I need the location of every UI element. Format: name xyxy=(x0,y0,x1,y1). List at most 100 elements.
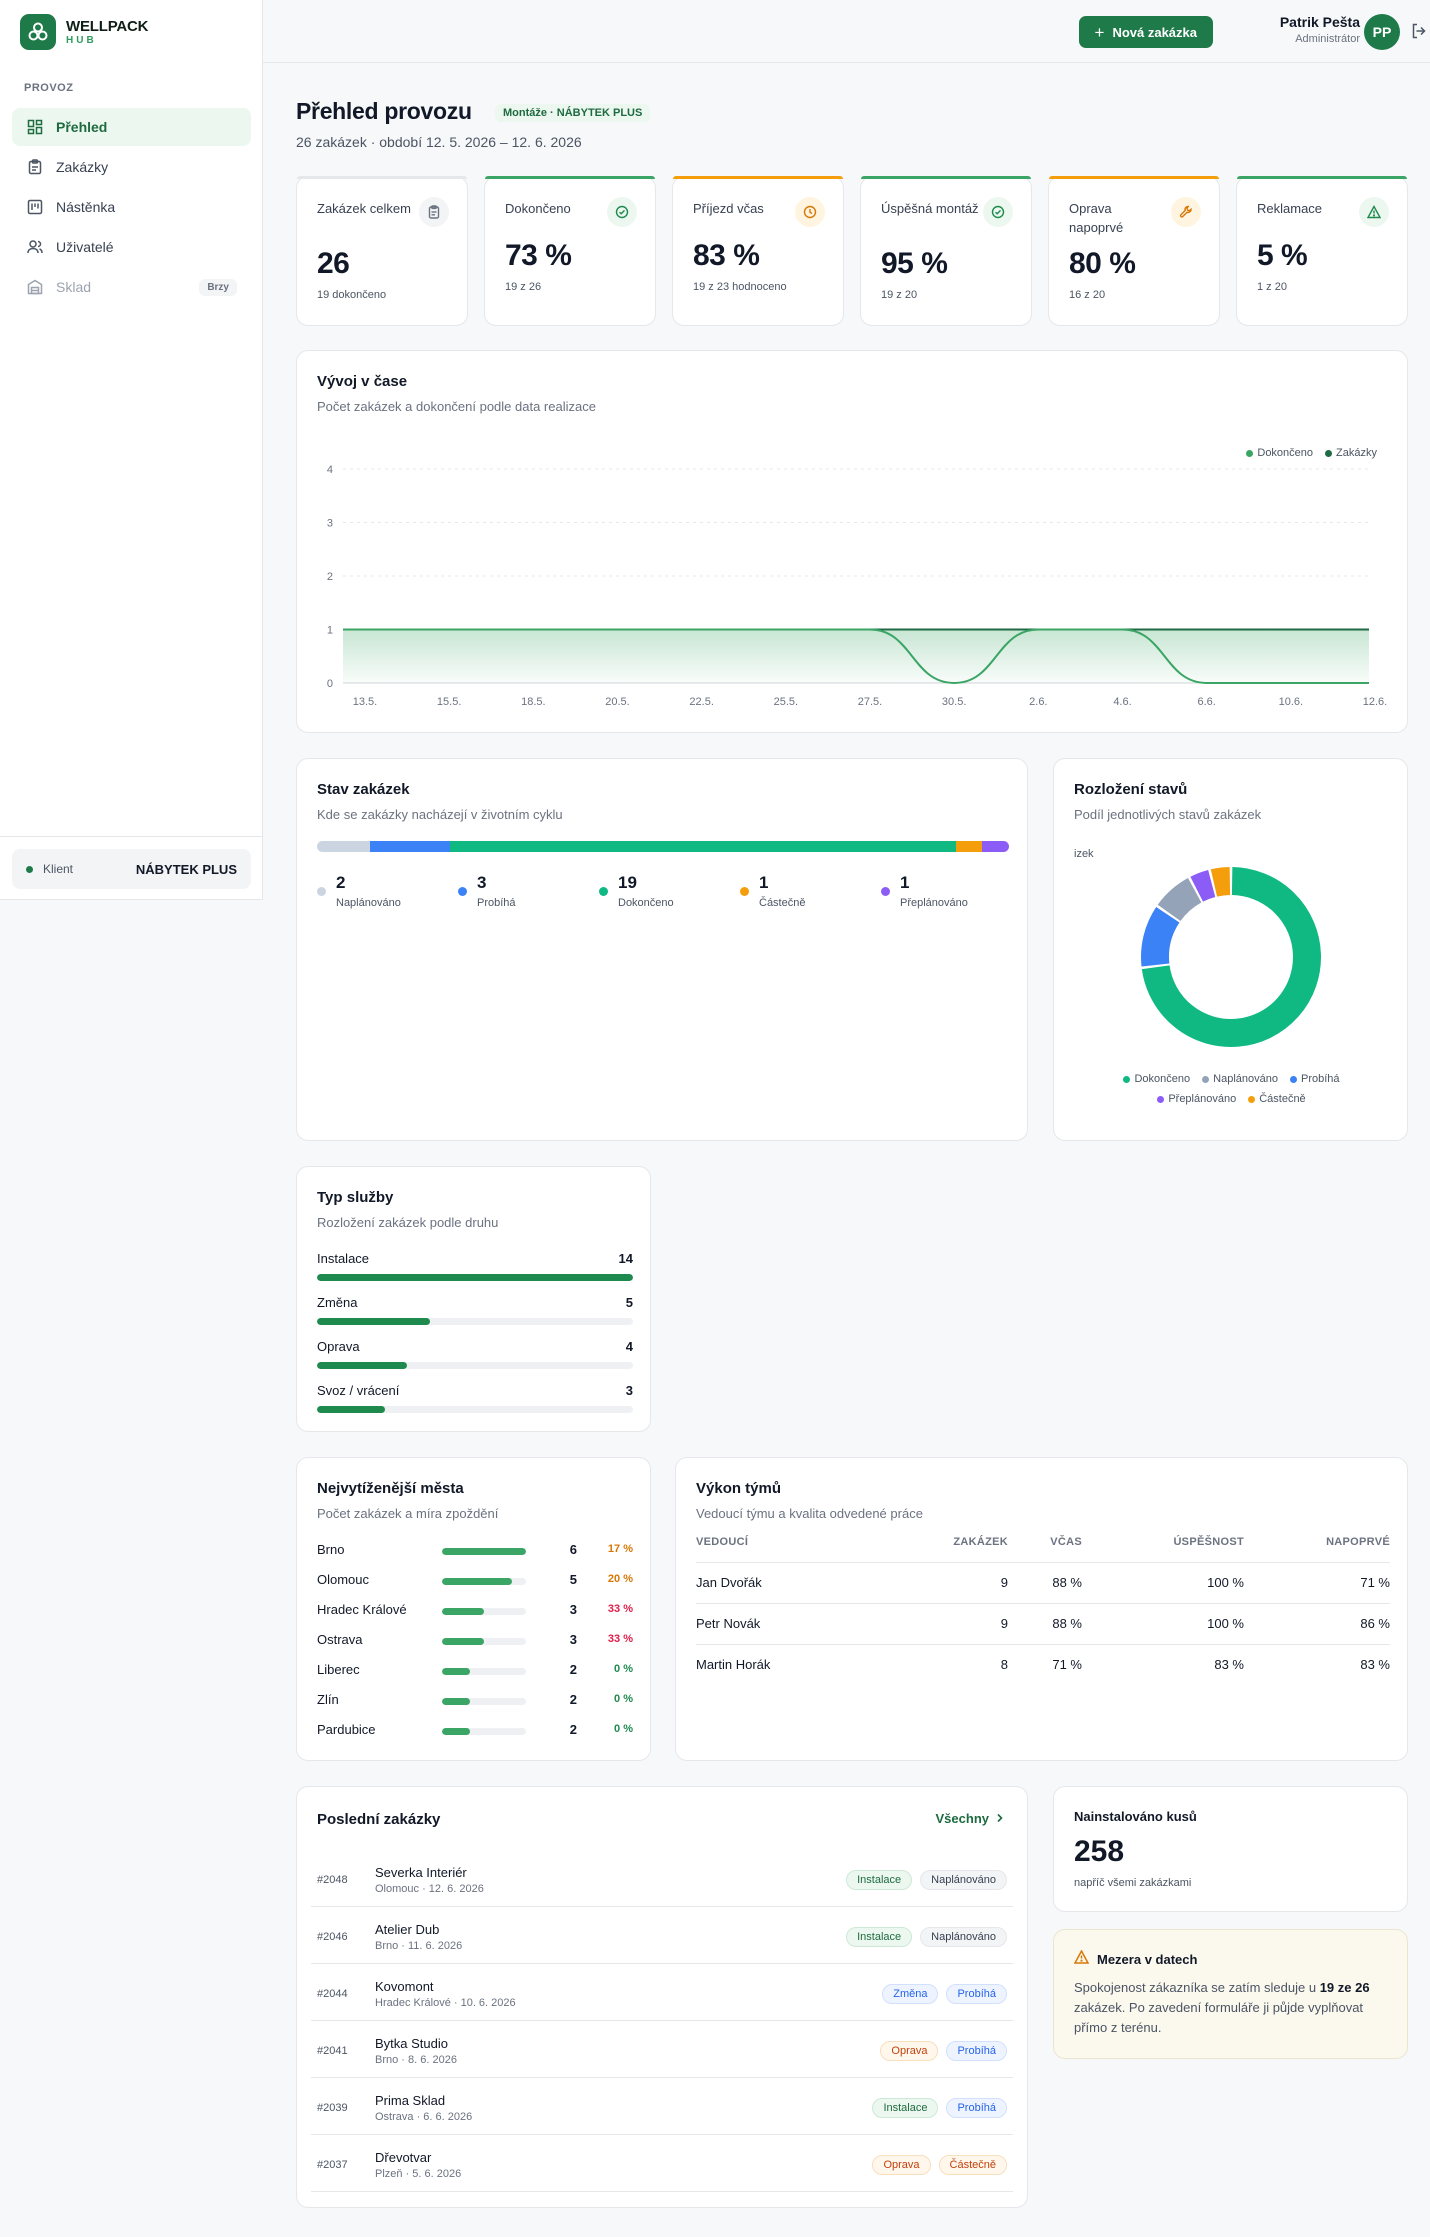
city-fill xyxy=(442,1608,484,1615)
stav-bar-segment[interactable] xyxy=(370,841,451,852)
order-row[interactable]: #2039 Prima Sklad Ostrava · 6. 6. 2026 Inst… xyxy=(311,2083,1013,2135)
kpi-card[interactable]: Úspěšná montáž 95 % 19 z 20 xyxy=(860,176,1032,326)
donut-slice[interactable] xyxy=(1141,867,1321,1047)
kpi-value: 80 % xyxy=(1069,247,1136,280)
order-badges: Instalace Naplánováno xyxy=(846,1927,1007,1947)
new-order-button[interactable]: + Nová zakázka xyxy=(1078,16,1213,48)
donut-slice[interactable] xyxy=(1141,906,1180,967)
col-napoprve[interactable]: NAPOPRVÉ xyxy=(1244,1536,1390,1563)
user-info[interactable]: Patrik Pešta Administrátor xyxy=(1280,14,1360,45)
typ-fill xyxy=(317,1274,633,1281)
col-zakazek[interactable]: ZAKÁZEK xyxy=(868,1536,1008,1563)
series-area-zakazky xyxy=(343,629,1369,683)
team-cell: Martin Horák xyxy=(696,1657,771,1673)
team-row[interactable]: Petr Novák 9 88 % 100 % 86 % xyxy=(696,1603,1390,1645)
sidebar-item-uzivatele[interactable]: Uživatelé xyxy=(12,228,251,266)
city-name: Olomouc xyxy=(317,1572,370,1587)
kpi-card[interactable]: Oprava napoprvé 80 % 16 z 20 xyxy=(1048,176,1220,326)
col-vcas[interactable]: VČAS xyxy=(1008,1536,1082,1563)
status-badge: Naplánováno xyxy=(920,1870,1007,1890)
data-gap-title: Mezera v datech xyxy=(1097,1952,1198,1967)
kpi-label: Oprava napoprvé xyxy=(1069,201,1124,235)
tymy-card: Výkon týmů Vedoucí týmu a kvalita odvede… xyxy=(675,1457,1408,1761)
city-track xyxy=(442,1548,526,1555)
x-tick-label: 20.5. xyxy=(605,696,629,708)
order-row[interactable]: #2044 Kovomont Hradec Králové · 10. 6. 202… xyxy=(311,1969,1013,2021)
typ-card: Typ služby Rozložení zakázek podle druhu… xyxy=(296,1166,651,1432)
service-type-badge: Oprava xyxy=(872,2155,931,2175)
typ-label: Svoz / vrácení xyxy=(317,1383,400,1398)
team-cell: Jan Dvořák xyxy=(696,1562,868,1604)
typ-label: Změna xyxy=(317,1295,358,1310)
users-icon xyxy=(26,238,44,256)
logout-icon[interactable] xyxy=(1410,22,1430,42)
donut-legend-item: Probíhá xyxy=(1289,1073,1340,1085)
col-vedouci[interactable]: VEDOUCÍ xyxy=(696,1536,868,1563)
sidebar-item-prehled[interactable]: Přehled xyxy=(12,108,251,146)
client-selector[interactable]: Klient NÁBYTEK PLUS xyxy=(12,849,251,889)
dashboard-icon xyxy=(26,118,44,136)
order-row[interactable]: #2037 Dřevotvar Plzeň · 5. 6. 2026 Oprava Čá… xyxy=(311,2140,1013,2192)
stav-bar-segment[interactable] xyxy=(982,841,1009,852)
kpi-card[interactable]: Příjezd včas 83 % 19 z 23 hodnoceno xyxy=(672,176,844,326)
clipboard-icon xyxy=(26,158,44,176)
donut-slice[interactable] xyxy=(1157,877,1202,922)
service-type-badge: Oprava xyxy=(880,2041,939,2061)
order-row[interactable]: #2046 Atelier Dub Brno · 11. 6. 2026 Instal… xyxy=(311,1912,1013,1964)
logo[interactable]: WELLPACK HUB xyxy=(20,14,148,50)
order-meta: Brno · 8. 6. 2026 xyxy=(375,2054,457,2066)
typ-row: Svoz / vrácení 3 xyxy=(317,1383,633,1413)
topbar: + Nová zakázka Patrik Pešta Administráto… xyxy=(263,0,1430,63)
city-count: 2 xyxy=(569,1662,577,1677)
stav-label: Probíhá xyxy=(477,897,516,909)
page-title: Přehled provozu xyxy=(296,98,472,124)
stav-card: Stav zakázek Kde se zakázky nacházejí v … xyxy=(296,758,1028,1141)
stav-bar-segment[interactable] xyxy=(450,841,956,852)
kpi-label: Reklamace xyxy=(1257,201,1323,216)
stav-dot xyxy=(458,887,467,896)
kpi-value: 26 xyxy=(317,247,350,280)
donut-legend-item: Dokončeno xyxy=(1123,1073,1190,1085)
team-cell: 83 % xyxy=(1360,1657,1390,1673)
rozlozeni-title: Rozložení stavů xyxy=(1074,781,1188,798)
sidebar-item-zakazky[interactable]: Zakázky xyxy=(12,148,251,186)
kpi-accent xyxy=(485,176,655,179)
team-cell: 71 % xyxy=(1244,1562,1390,1604)
tymy-title: Výkon týmů xyxy=(696,1480,782,1497)
team-row[interactable]: Jan Dvořák 9 88 % 100 % 71 % xyxy=(696,1562,1390,1604)
stav-bar-segment[interactable] xyxy=(317,841,371,852)
order-id: #2041 xyxy=(317,2045,348,2057)
x-tick-label: 18.5. xyxy=(521,696,545,708)
kpi-card[interactable]: Zakázek celkem 26 19 dokončeno xyxy=(296,176,468,326)
team-row[interactable]: Martin Horák 8 71 % 83 % 83 % xyxy=(696,1644,1390,1685)
kpi-card[interactable]: Dokončeno 73 % 19 z 26 xyxy=(484,176,656,326)
stav-value: 2 xyxy=(336,873,346,892)
typ-title: Typ služby xyxy=(317,1189,394,1206)
sidebar-item-label: Sklad xyxy=(56,279,92,295)
kpi-card[interactable]: Reklamace 5 % 1 z 20 xyxy=(1236,176,1408,326)
x-tick-label: 13.5. xyxy=(353,696,377,708)
service-type-badge: Instalace xyxy=(872,2098,939,2118)
status-badge: Probíhá xyxy=(946,2041,1007,2061)
donut-slice[interactable] xyxy=(1210,867,1231,897)
kpi-label: Zakázek celkem xyxy=(317,201,411,216)
col-uspesnost[interactable]: ÚSPĚŠNOST xyxy=(1082,1536,1244,1563)
stav-label: Naplánováno xyxy=(336,897,401,909)
sidebar-item-nastenka[interactable]: Nástěnka xyxy=(12,188,251,226)
y-tick-label: 0 xyxy=(327,678,333,690)
city-track xyxy=(442,1578,526,1585)
sidebar-item-sklad[interactable]: Sklad Brzy xyxy=(12,268,251,306)
avatar[interactable]: PP xyxy=(1364,14,1400,50)
logo-line2: HUB xyxy=(66,34,97,46)
all-orders-link[interactable]: Všechny xyxy=(936,1811,1005,1826)
stav-bar-segment[interactable] xyxy=(955,841,983,852)
city-delay: 20 % xyxy=(607,1573,633,1585)
city-fill xyxy=(442,1668,470,1675)
team-cell: Petr Novák xyxy=(696,1603,868,1645)
donut-slice[interactable] xyxy=(1190,869,1216,902)
order-row[interactable]: #2041 Bytka Studio Brno · 8. 6. 2026 Oprava… xyxy=(311,2026,1013,2078)
chevron-right-icon xyxy=(995,1811,1005,1826)
city-count: 5 xyxy=(569,1572,577,1587)
city-count: 2 xyxy=(569,1722,577,1737)
order-row[interactable]: #2048 Severka Interiér Olomouc · 12. 6. 20… xyxy=(311,1855,1013,1907)
